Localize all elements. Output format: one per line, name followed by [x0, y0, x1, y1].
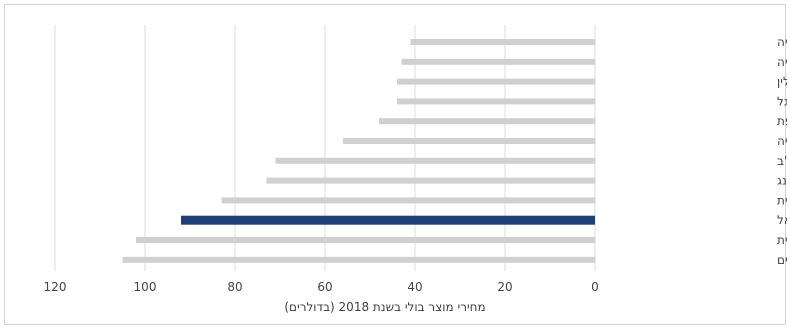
bar: [136, 237, 595, 243]
x-tick-label: 40: [407, 280, 422, 294]
bar: [221, 197, 595, 204]
category-label: מצרים: [777, 253, 787, 267]
category-label: פולין: [777, 75, 787, 89]
category-labels: סקנדינביה טורקיה פולין פורטוגל צרפת בריטניה אר…: [777, 35, 787, 267]
category-label: ארה"ב: [777, 154, 787, 168]
category-label: פורטוגל: [777, 94, 787, 108]
category-label: סקנדינביה: [777, 35, 787, 49]
x-tick-label: 120: [44, 280, 67, 294]
chart-frame: סקנדינביה טורקיה פולין פורטוגל צרפת בריטניה אר…: [4, 4, 787, 325]
bar: [401, 58, 595, 65]
bar-chart: סקנדינביה טורקיה פולין פורטוגל צרפת בריטניה אר…: [44, 25, 787, 314]
category-label: הרפובליקה הדומיניקנית: [777, 233, 787, 247]
x-tick-label: 0: [591, 280, 599, 294]
bar: [410, 39, 595, 45]
x-tick-label: 20: [497, 280, 512, 294]
category-label: הונג קונג: [777, 174, 787, 188]
bar: [122, 256, 595, 263]
category-label: צרפת: [777, 114, 787, 128]
bar: [275, 157, 595, 164]
x-tick-label: 100: [134, 280, 157, 294]
bar: [181, 215, 595, 225]
x-tick-label: 80: [227, 280, 242, 294]
bar: [397, 78, 595, 85]
bar: [379, 118, 595, 125]
x-tick-label: 60: [317, 280, 332, 294]
category-label: בריטניה: [777, 134, 787, 148]
category-label: טורקיה: [777, 55, 787, 69]
bar: [397, 98, 595, 105]
category-label: ערב הסעודית: [777, 193, 787, 207]
x-axis-label: מחירי מוצר בולי בשנת 2018 (בדולרים): [284, 300, 485, 314]
bar: [266, 177, 595, 184]
bars: [122, 39, 595, 263]
x-tick-labels: 0 20 40 60 80 100 120: [44, 280, 599, 294]
bar: [343, 138, 595, 144]
gridlines: [54, 25, 596, 271]
category-label: ישראל: [777, 213, 787, 227]
